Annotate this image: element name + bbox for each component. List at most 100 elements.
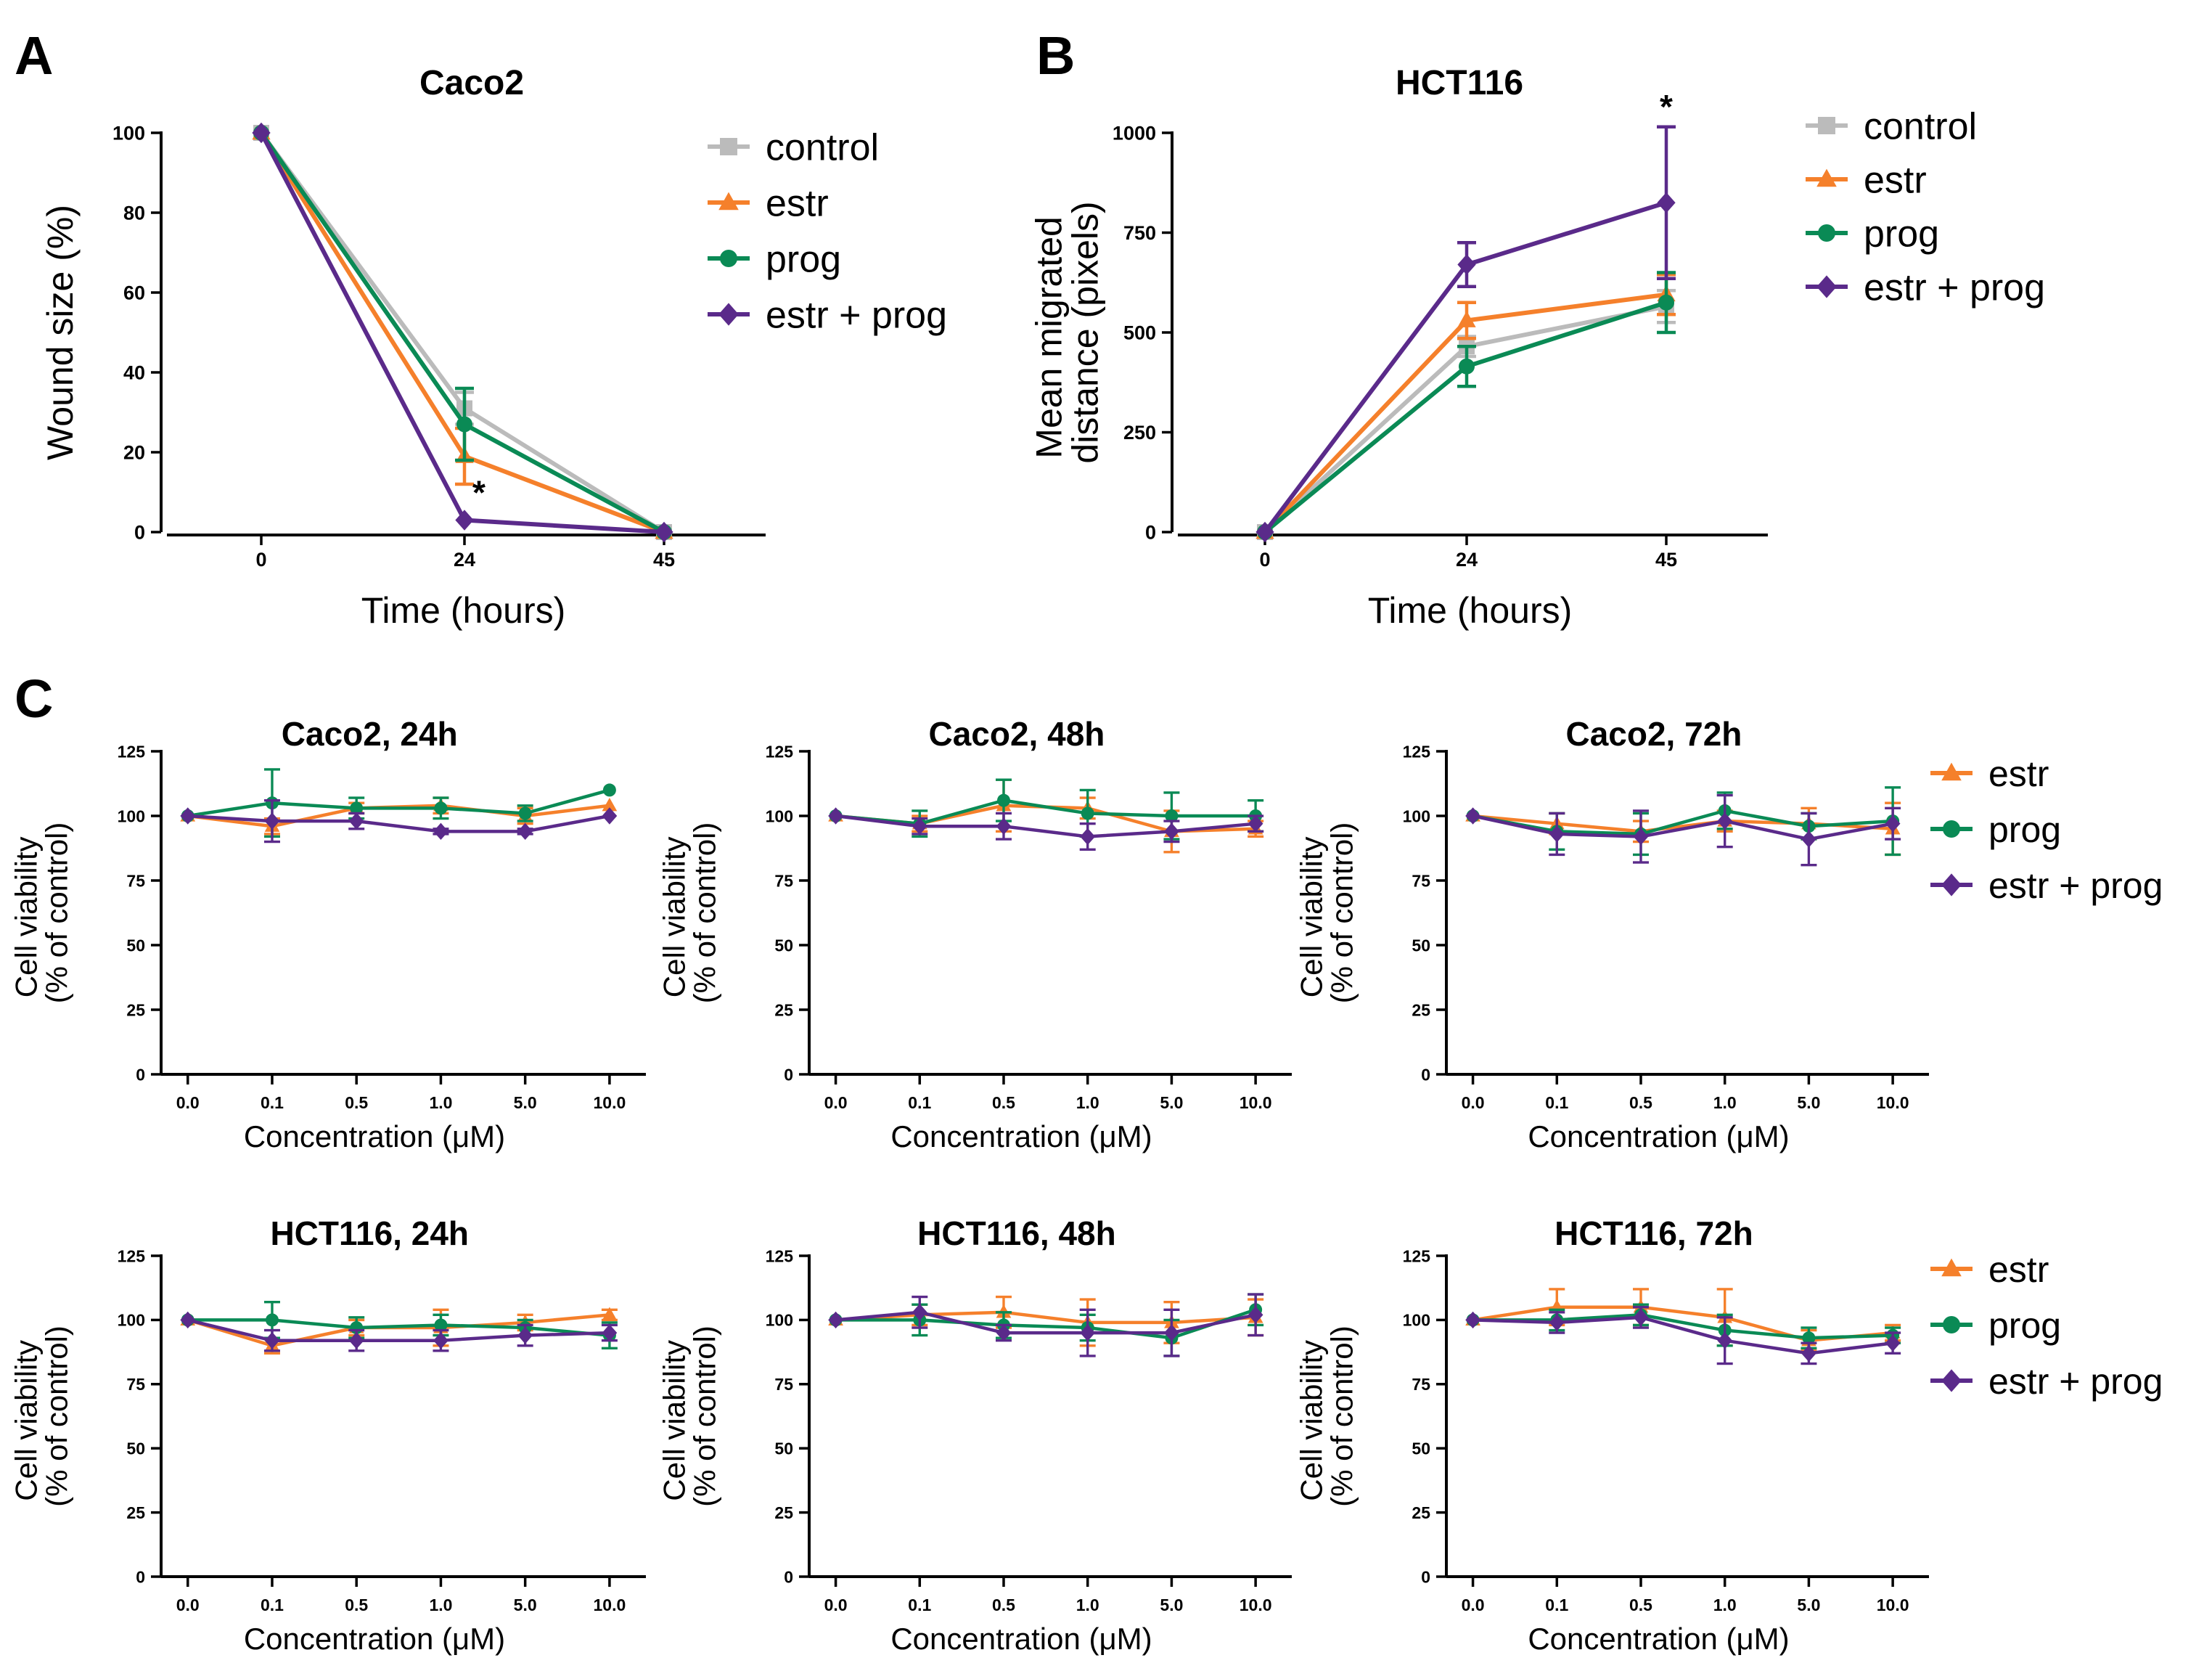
series-line (835, 1308, 1256, 1340)
x-tick-label: 0.5 (992, 1093, 1015, 1112)
legend-item-estr-prog: estr + prog (708, 295, 947, 337)
data-point (1080, 828, 1096, 846)
x-tick-label: 0.0 (1462, 1093, 1485, 1112)
series-line (835, 814, 1256, 838)
x-axis-label: Concentration (μM) (244, 1622, 505, 1656)
x-tick-label: 1.0 (429, 1596, 452, 1614)
legend-swatch-marker (1943, 1316, 1960, 1333)
series-line (1472, 1313, 1893, 1340)
series-line (1472, 1305, 1893, 1342)
y-tick-label: 75 (126, 1375, 145, 1394)
legend-c-bottom: estr prog estr + prog (1930, 1249, 2163, 1402)
x-axis-label: Concentration (μM) (1528, 1622, 1789, 1656)
data-point (1801, 1344, 1816, 1363)
y-axis-label-line: (% of control) (688, 822, 722, 1004)
y-tick-label: 25 (126, 1503, 145, 1522)
series-line (1472, 809, 1893, 836)
y-tick-label: 75 (1412, 871, 1430, 890)
data-point (828, 1311, 843, 1329)
chart-title: Caco2, 24h (282, 715, 458, 753)
legend-item-estr: estr (1806, 160, 1927, 202)
legend-label: estr + prog (766, 295, 947, 337)
legend-b: control estr prog estr + prog (1806, 106, 2045, 309)
chart-title: HCT116, 72h (1554, 1214, 1753, 1252)
legend-item-control: control (708, 127, 879, 169)
data-point (1248, 1306, 1263, 1324)
data-point (1717, 1331, 1733, 1349)
panel-label-c: C (15, 669, 53, 729)
data-point (655, 521, 673, 543)
data-point (602, 807, 618, 825)
data-point (264, 1331, 280, 1349)
data-point (518, 806, 532, 820)
y-tick-label: 500 (1123, 322, 1156, 344)
data-point (433, 1331, 448, 1349)
data-point (1255, 521, 1274, 543)
data-point (828, 807, 843, 825)
y-tick-label: 125 (1403, 1246, 1431, 1265)
legend-label: estr + prog (1988, 1361, 2163, 1402)
data-point (602, 1307, 618, 1320)
legend-swatch-marker (718, 303, 739, 326)
series-line (187, 814, 610, 833)
data-point (517, 1326, 533, 1344)
y-tick-label: 50 (126, 1439, 145, 1458)
y-tick-label: 60 (123, 282, 145, 304)
series-line (1472, 814, 1893, 841)
legend-a: control estr prog estr + prog (708, 127, 947, 337)
x-axis-label: Time (hours) (361, 590, 566, 631)
y-axis-label: Cell viability (% of control) (9, 822, 74, 1004)
y-axis-label-line: Cell viability (1295, 828, 1329, 997)
data-point (602, 783, 616, 797)
x-tick-label: 24 (1456, 549, 1478, 571)
legend-item-prog: prog (708, 239, 841, 281)
y-axis-label: Mean migrated distance (pixels) (1029, 201, 1106, 463)
x-tick-label: 10.0 (594, 1596, 626, 1614)
chart-title: Caco2, 72h (1565, 715, 1742, 753)
y-tick-label: 1000 (1113, 123, 1156, 144)
legend-label: estr (766, 183, 829, 225)
x-tick-label: 10.0 (1240, 1093, 1272, 1112)
legend-label: estr (1864, 160, 1927, 202)
data-point (1465, 807, 1480, 825)
y-tick-label: 0 (136, 1065, 145, 1084)
y-tick-label: 100 (118, 806, 145, 825)
legend-item-prog: prog (1806, 213, 1939, 256)
legend-swatch-marker (718, 192, 739, 211)
y-tick-label: 25 (774, 1503, 793, 1522)
y-tick-label: 125 (1403, 742, 1431, 761)
chart-c-caco2-24h: Caco2, 24h 0 25 50 75 100 125 0.0 0.1 0.5 1.0 5.0 10… (9, 715, 646, 1153)
y-tick-label: 50 (774, 936, 793, 955)
y-tick-label: 100 (766, 806, 793, 825)
significance-star: * (1660, 88, 1673, 126)
y-tick-label: 0 (1145, 522, 1156, 544)
data-point (1658, 294, 1674, 311)
legend-swatch-marker (1818, 117, 1835, 134)
data-point (912, 1304, 927, 1321)
data-point (1081, 806, 1094, 820)
series-line (835, 798, 1256, 825)
y-tick-label: 100 (766, 1311, 793, 1330)
legend-swatch-marker (1943, 820, 1960, 838)
data-point (1801, 830, 1816, 848)
chart-b: HCT116 0 250 500 750 1000 0 24 45 Time (hours) Mea… (1029, 64, 1768, 631)
data-point (1165, 809, 1179, 822)
x-tick-label: 1.0 (1076, 1596, 1099, 1614)
data-point (1248, 814, 1263, 833)
y-axis-label-line: distance (pixels) (1065, 201, 1106, 463)
x-tick-label: 1.0 (1713, 1596, 1737, 1614)
legend-label: estr + prog (1864, 267, 2045, 309)
data-point (434, 1318, 448, 1332)
legend-swatch-marker (1941, 873, 1962, 896)
data-point (348, 1331, 364, 1349)
data-point (455, 510, 474, 531)
data-point (1633, 828, 1649, 846)
y-axis-label: Wound size (%) (40, 205, 81, 460)
data-point (350, 801, 364, 815)
x-tick-label: 5.0 (514, 1596, 537, 1614)
y-tick-label: 100 (1403, 1311, 1430, 1330)
series-estr-prog (180, 798, 618, 843)
y-tick-label: 100 (112, 123, 145, 144)
y-axis-label: Cell viability (% of control) (9, 1325, 74, 1507)
legend-label: control (766, 127, 879, 169)
